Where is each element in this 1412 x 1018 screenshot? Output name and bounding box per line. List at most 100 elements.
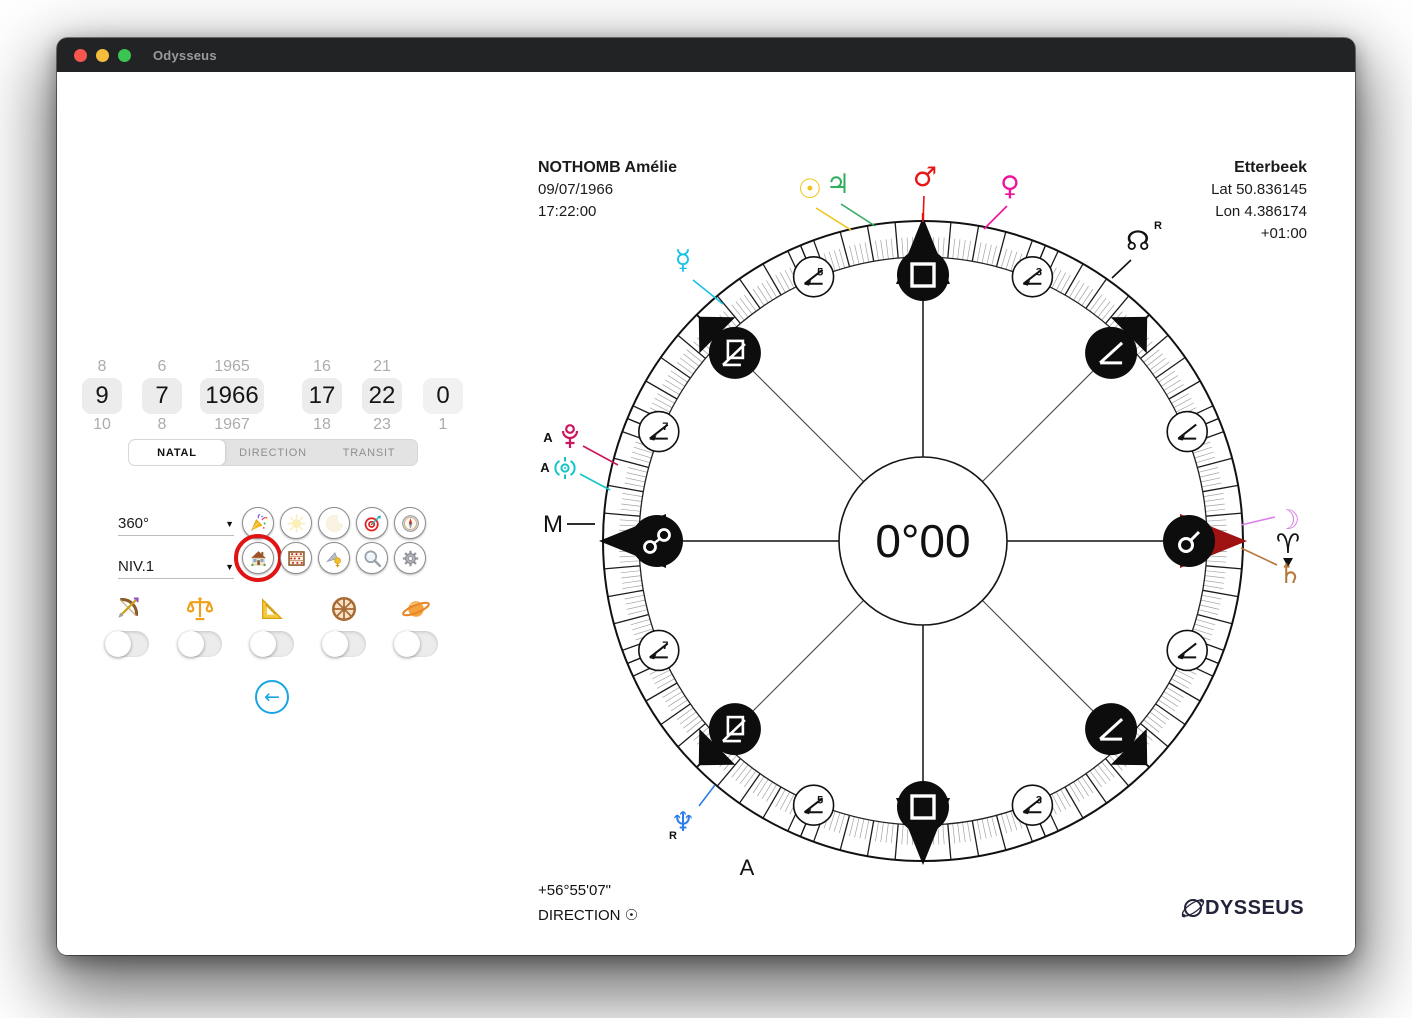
- tab-direction[interactable]: DIRECTION: [239, 446, 307, 459]
- compass-button[interactable]: [394, 507, 426, 539]
- window-title: Odysseus: [153, 47, 217, 63]
- minimize-window-button[interactable]: [96, 48, 109, 62]
- location-lat: Lat 50.836145: [1211, 181, 1307, 198]
- magnifier-button[interactable]: [356, 542, 388, 574]
- toggle-knob: [394, 631, 420, 657]
- title-bar: Odysseus: [57, 38, 1355, 72]
- spinner-value-above[interactable]: 1965: [214, 358, 250, 375]
- spinner-value-above[interactable]: 6: [157, 358, 167, 375]
- spinner-value-selected[interactable]: 9: [82, 378, 122, 414]
- spinner-value-selected[interactable]: 0: [423, 378, 463, 414]
- window-content: 8 9 10 6 7 8 1965 1966 1967 16 17 18 21 …: [57, 72, 1355, 955]
- svg-text:♃: ♃: [826, 169, 850, 200]
- zoom-window-button[interactable]: [118, 48, 131, 62]
- svg-text:☊: ☊: [1126, 226, 1150, 257]
- level-dropdown[interactable]: NIV.1 ▼: [118, 555, 234, 579]
- gear-icon: [402, 550, 418, 566]
- toggle-scales[interactable]: [178, 631, 222, 657]
- toggle-bow-arrow[interactable]: [105, 631, 149, 657]
- spinner-value-selected[interactable]: 17: [302, 378, 342, 414]
- set-square-feature: [257, 594, 287, 624]
- svg-text:A: A: [540, 460, 550, 475]
- tab-transit[interactable]: TRANSIT: [342, 446, 396, 459]
- spinner-value-selected[interactable]: 1966: [200, 378, 264, 414]
- compass-icon: [401, 514, 419, 532]
- back-button[interactable]: ←: [255, 680, 289, 714]
- left-arrow-icon: ←: [264, 686, 280, 708]
- tab-natal[interactable]: NATAL: [129, 440, 225, 465]
- svg-text:7: 7: [662, 640, 668, 652]
- spinner-value-below[interactable]: 18: [313, 416, 331, 433]
- direction-mode-label: DIRECTION ☉: [538, 907, 639, 924]
- party-popper-icon: [250, 513, 267, 531]
- moon-button[interactable]: [318, 507, 350, 539]
- set-square-icon: [262, 598, 283, 619]
- spinner-value-selected[interactable]: 7: [142, 378, 182, 414]
- chart-mode-tabs: NATAL DIRECTION TRANSIT: [128, 439, 418, 466]
- sun-button[interactable]: [280, 507, 312, 539]
- svg-text:A: A: [543, 430, 553, 445]
- spinner-value-below[interactable]: 1: [438, 416, 448, 433]
- plumb-tool-button[interactable]: [318, 542, 350, 574]
- svg-text:♂: ♂: [913, 162, 937, 193]
- house-button[interactable]: [242, 542, 274, 574]
- gear-button[interactable]: [394, 542, 426, 574]
- spinner-value-below[interactable]: 1967: [214, 416, 250, 433]
- location-lon: Lon 4.386174: [1215, 203, 1307, 220]
- spinner-value-below[interactable]: 8: [157, 416, 167, 433]
- house-icon: [250, 550, 266, 566]
- subject-date: 09/07/1966: [538, 181, 614, 198]
- spinner-day[interactable]: 8 9 10: [82, 357, 122, 435]
- spinner-year[interactable]: 1965 1966 1967: [200, 357, 264, 435]
- abacus-button[interactable]: [280, 542, 312, 574]
- spinner-hour[interactable]: 16 17 18: [302, 357, 342, 435]
- toggle-knob: [105, 631, 131, 657]
- svg-text:0°00: 0°00: [875, 515, 970, 567]
- magnifier-icon: [363, 549, 381, 567]
- spinner-value-above[interactable]: 8: [97, 358, 107, 375]
- arc-value: +56°55'07": [538, 882, 612, 899]
- zodiac-range-dropdown[interactable]: 360° ▼: [118, 512, 234, 536]
- svg-text:3: 3: [1036, 266, 1042, 278]
- odysseus-logo-icon: [1181, 898, 1205, 918]
- toggle-wheel[interactable]: [322, 631, 366, 657]
- chart-subject-info: NOTHOMB Amélie 09/07/1966 17:22:00: [538, 157, 677, 223]
- spinner-value-selected[interactable]: 22: [362, 378, 402, 414]
- spinner-value-above[interactable]: 16: [313, 358, 331, 375]
- odysseus-logo-text: DYSSEUS: [1205, 896, 1305, 919]
- scales-icon: [186, 597, 214, 621]
- spinner-value-above[interactable]: 21: [373, 358, 391, 375]
- location-tz: +01:00: [1260, 225, 1307, 242]
- chevron-down-icon: ▼: [225, 518, 234, 529]
- location-place: Etterbeek: [1234, 159, 1307, 176]
- spinner-value-below[interactable]: 23: [373, 416, 391, 433]
- moon-icon: [325, 514, 343, 532]
- svg-text:☉: ☉: [798, 174, 822, 205]
- spinner-month[interactable]: 6 7 8: [142, 357, 182, 435]
- svg-text:M: M: [543, 511, 563, 538]
- target-button[interactable]: [356, 507, 388, 539]
- party-popper-button[interactable]: [242, 507, 274, 539]
- svg-text:A: A: [740, 855, 755, 880]
- toggle-saturn[interactable]: [394, 631, 438, 657]
- app-window: Odysseus 8 9 10 6 7 8 1965 1966 1967 16 …: [57, 38, 1355, 955]
- saturn-feature: [401, 594, 431, 624]
- plumb-tool-icon: [325, 551, 341, 567]
- toggle-knob: [322, 631, 348, 657]
- toggle-set-square[interactable]: [250, 631, 294, 657]
- svg-text:♈: ♈: [1276, 529, 1300, 560]
- svg-text:R: R: [1154, 220, 1162, 232]
- spinner-minute[interactable]: 21 22 23: [362, 357, 402, 435]
- close-window-button[interactable]: [74, 48, 87, 62]
- abacus-icon: [287, 550, 305, 566]
- spinner-value-below[interactable]: 10: [93, 416, 111, 433]
- wheel-icon: [331, 596, 357, 622]
- svg-text:5: 5: [817, 795, 823, 807]
- spinner-second[interactable]: 0 1: [423, 357, 463, 435]
- subject-name: NOTHOMB Amélie: [538, 159, 677, 176]
- odysseus-logo: DYSSEUS: [1179, 894, 1304, 922]
- saturn-planet-icon: [402, 601, 430, 617]
- spinner-value-above[interactable]: [423, 357, 463, 377]
- svg-text:☿: ☿: [675, 245, 692, 276]
- sun-icon: [286, 513, 306, 533]
